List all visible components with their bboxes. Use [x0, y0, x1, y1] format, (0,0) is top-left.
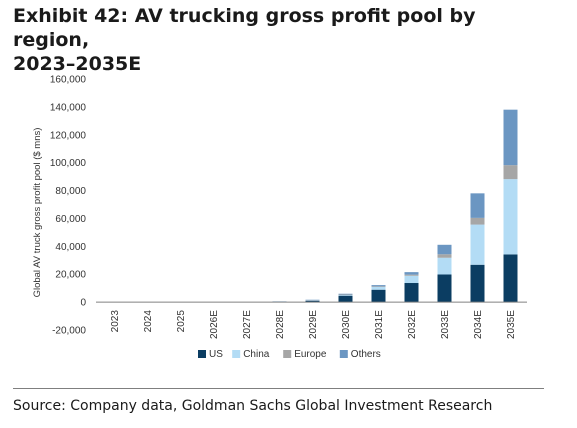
bar-segment-us-2035e — [503, 254, 518, 303]
y-tick-label: 160,000 — [50, 75, 87, 86]
x-tick-label: 2024 — [143, 310, 154, 333]
chart-title-line-1: Exhibit 42: AV trucking gross profit poo… — [13, 5, 476, 51]
x-tick-label: 2033E — [440, 310, 451, 339]
bar-segment-europe-2031e — [371, 286, 386, 287]
x-tick-label: 2027E — [242, 310, 253, 339]
legend-label-others: Others — [351, 349, 381, 360]
bar-segment-china-2033e — [437, 257, 452, 275]
bar-segment-europe-2030e — [338, 294, 353, 296]
bar-segment-us-2034e — [470, 264, 485, 303]
y-tick-label: 60,000 — [55, 214, 86, 225]
legend-swatch-china — [232, 350, 241, 358]
x-tick-label: 2034E — [473, 310, 484, 339]
bar-segment-others-2033e — [437, 244, 452, 255]
x-tick-label: 2026E — [209, 310, 220, 339]
y-axis-label: Global AV truck gross profit pool ($ mns… — [32, 128, 43, 298]
bar-segment-us-2033e — [437, 274, 452, 303]
source-note: Source: Company data, Goldman Sachs Glob… — [13, 398, 493, 414]
bar-segment-us-2031e — [371, 289, 386, 303]
legend-swatch-others — [339, 350, 348, 358]
legend-label-europe: Europe — [294, 349, 327, 360]
bar-segment-europe-2029e — [305, 300, 320, 301]
bar-segment-others-2031e — [371, 285, 386, 287]
bar-segment-others-2034e — [470, 193, 485, 218]
x-tick-label: 2035E — [506, 310, 517, 339]
bar-segment-others-2035e — [503, 109, 518, 166]
y-tick-label: 120,000 — [50, 130, 87, 141]
chart-title-line-2: 2023–2035E — [13, 53, 142, 75]
y-tick-label: 100,000 — [50, 158, 87, 169]
bar-segment-others-2029e — [305, 299, 320, 301]
bar-segment-europe-2034e — [470, 217, 485, 225]
legend-swatch-us — [198, 350, 206, 358]
legend-swatch-europe — [283, 350, 292, 358]
bar-segment-us-2032e — [404, 283, 419, 303]
x-tick-label: 2031E — [374, 310, 385, 339]
x-tick-label: 2029E — [308, 310, 319, 339]
y-tick-label: 20,000 — [55, 270, 86, 281]
bar-segment-china-2031e — [371, 286, 386, 290]
footer-divider — [13, 388, 544, 389]
y-tick-label: 80,000 — [55, 186, 86, 197]
bar-segment-china-2034e — [470, 224, 485, 265]
chart-title: Exhibit 42: AV trucking gross profit poo… — [13, 4, 553, 76]
x-tick-label: 2032E — [407, 310, 418, 339]
x-tick-label: 2028E — [275, 310, 286, 339]
bar-segment-china-2030e — [338, 294, 353, 296]
x-tick-label: 2030E — [341, 310, 352, 339]
y-tick-label: 140,000 — [50, 102, 87, 113]
y-tick-label: 0 — [80, 298, 86, 309]
y-tick-label: -20,000 — [52, 326, 86, 337]
bar-segment-us-2029e — [305, 300, 320, 303]
bar-segment-others-2032e — [404, 272, 419, 275]
bar-segment-europe-2035e — [503, 165, 518, 180]
bar-segment-china-2032e — [404, 275, 419, 284]
bar-segment-china-2035e — [503, 179, 518, 255]
bar-segment-us-2030e — [338, 295, 353, 303]
x-tick-label: 2025 — [176, 310, 187, 333]
x-tick-label: 2023 — [110, 310, 121, 333]
legend: US China Europe Others — [198, 349, 381, 360]
bar-segment-others-2030e — [338, 293, 353, 295]
legend-label-us: US — [209, 349, 223, 360]
bar-segment-europe-2033e — [437, 254, 452, 258]
bar-segment-europe-2032e — [404, 274, 419, 276]
stacked-bar-chart: Global AV truck gross profit pool ($ mns… — [32, 75, 527, 360]
y-tick-label: 40,000 — [55, 242, 86, 253]
legend-label-china: China — [243, 349, 270, 360]
